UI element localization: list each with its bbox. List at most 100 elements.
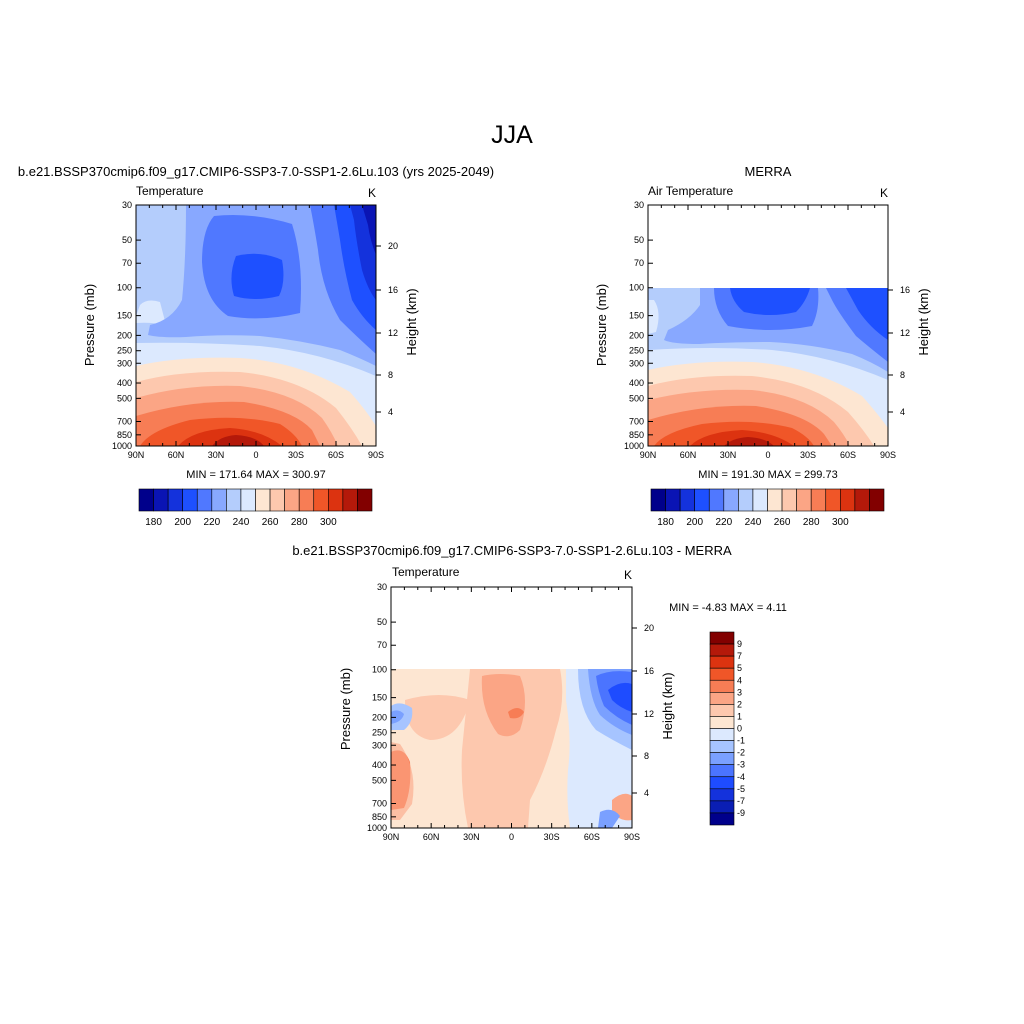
contour-field [136, 205, 376, 446]
x-tick-label: 90S [624, 832, 640, 842]
polar-pocket-band [648, 300, 659, 334]
band-195 [231, 253, 284, 299]
height-tick-label: 12 [900, 328, 910, 338]
colorbar-box [709, 704, 735, 717]
colorbar-box [709, 631, 735, 645]
colorbar-box [709, 655, 735, 669]
x-tick-label: 90S [368, 450, 384, 460]
band-195-south [846, 288, 888, 340]
colorbar-box [679, 488, 695, 512]
colorbar-box [153, 488, 169, 512]
colorbar-label: -2 [737, 748, 745, 758]
height-tick-label: 12 [388, 328, 398, 338]
colorbar: 180 200 220 240 260 280 300 [138, 488, 373, 528]
colorbar-box [709, 812, 735, 826]
units-label: K [880, 186, 888, 200]
y-tick-label: 300 [372, 740, 387, 750]
colorbar-box [650, 488, 666, 512]
colorbar-box [665, 488, 681, 512]
y-tick-label: 1000 [624, 441, 644, 451]
colorbar-box [167, 488, 183, 512]
y-tick-label: 500 [372, 775, 387, 785]
min-max-label: MIN = -4.83 MAX = 4.11 [669, 602, 787, 614]
y-tick-label: 850 [117, 430, 132, 440]
colorbar-box [284, 488, 300, 512]
y-tick-label: 400 [117, 378, 132, 388]
colorbar-label: 9 [737, 639, 742, 649]
panel-difference: b.e21.BSSP370cmip6.f09_g17.CMIP6-SSP3-7.… [292, 543, 787, 842]
colorbar-box [357, 488, 373, 512]
colorbar-label: 3 [737, 687, 742, 697]
colorbar-box [138, 488, 154, 512]
y-tick-label: 30 [634, 200, 644, 210]
colorbar-box [869, 488, 885, 512]
colorbar-box [840, 488, 856, 512]
x-tick-label: 30N [208, 450, 225, 460]
y-tick-label: 30 [122, 200, 132, 210]
contour-field [648, 288, 888, 446]
panel-title: MERRA [745, 164, 792, 179]
y-tick-label: 700 [629, 416, 644, 426]
y-tick-label: 300 [117, 358, 132, 368]
colorbar-label: 260 [774, 517, 791, 528]
colorbar-box [269, 488, 285, 512]
colorbar-box [196, 488, 213, 512]
x-tick-label: 30S [288, 450, 304, 460]
colorbar-label: -7 [737, 796, 745, 806]
y-tick-label: 200 [372, 712, 387, 722]
axes: 90N 60N 30N 0 30S 60S 90S 30 50 70 100 150 200 250 300… [624, 200, 910, 460]
plot-title: Temperature [136, 184, 204, 198]
height-tick-label: 20 [388, 241, 398, 251]
height-tick-label: 8 [644, 751, 649, 761]
y-tick-label: 300 [629, 358, 644, 368]
colorbar-box [709, 728, 735, 741]
band-2-3 [481, 674, 525, 737]
colorbar-box [709, 692, 735, 705]
y-tick-label: 50 [634, 235, 644, 245]
colorbar-label: 280 [291, 517, 308, 528]
colorbar-label: -3 [737, 760, 745, 770]
height-tick-label: 8 [900, 370, 905, 380]
y-tick-label: 700 [372, 798, 387, 808]
colorbar-box [226, 488, 242, 512]
colorbar: 9 7 5 4 3 2 1 0 -1 -2 -3 -4 -5 -7 -9 [709, 631, 745, 826]
colorbar-box [709, 800, 735, 814]
colorbar-box [298, 488, 315, 512]
height-tick-label: 4 [644, 788, 649, 798]
colorbar: 180 200 220 240 260 280 300 [650, 488, 885, 528]
colorbar-box [709, 752, 735, 765]
colorbar-label: 5 [737, 663, 742, 673]
x-tick-label: 60S [328, 450, 344, 460]
colorbar-label: 200 [686, 517, 703, 528]
y-tick-label: 150 [372, 693, 387, 703]
colorbar-box [810, 488, 827, 512]
colorbar-box [752, 488, 768, 512]
colorbar-box [709, 716, 735, 729]
polar-pocket-band [136, 300, 166, 325]
height-tick-label: 8 [388, 370, 393, 380]
band-300 [724, 437, 774, 446]
y-tick-label: 50 [377, 617, 387, 627]
y-axis-label: Pressure (mb) [594, 284, 609, 366]
band-180-south [362, 205, 376, 255]
colorbar-label: 200 [174, 517, 191, 528]
colorbar-box [854, 488, 870, 512]
page-title: JJA [491, 121, 533, 149]
colorbar-box [825, 488, 841, 512]
colorbar-box [796, 488, 812, 512]
x-tick-label: 60S [584, 832, 600, 842]
colorbar-box [723, 488, 739, 512]
height-tick-label: 16 [388, 285, 398, 295]
x-tick-label: 0 [253, 450, 258, 460]
y-tick-label: 250 [117, 346, 132, 356]
y-tick-label: 250 [629, 346, 644, 356]
colorbar-label: 240 [233, 517, 250, 528]
colorbar-label: 220 [203, 517, 220, 528]
height-tick-label: 4 [900, 407, 905, 417]
y-tick-label: 400 [372, 760, 387, 770]
y-tick-label: 100 [117, 283, 132, 293]
x-tick-label: 30S [800, 450, 816, 460]
panel-model: b.e21.BSSP370cmip6.f09_g17.CMIP6-SSP3-7.… [18, 164, 494, 528]
y-tick-label: 150 [117, 311, 132, 321]
